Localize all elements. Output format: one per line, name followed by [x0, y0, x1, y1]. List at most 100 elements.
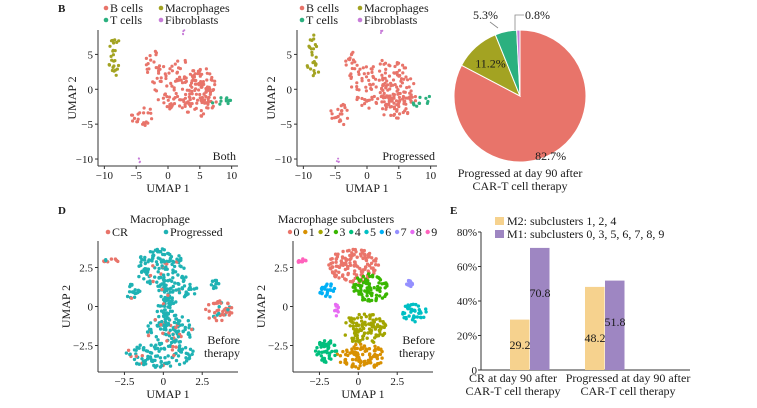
point-progressed: [155, 354, 160, 358]
point-progressed: [147, 258, 151, 262]
point-progressed: [177, 258, 181, 262]
point-b-cells: [364, 75, 369, 79]
point-b-cells: [380, 100, 384, 104]
point-b-cells: [397, 95, 401, 99]
pie-label-b-cells: 82.7%: [535, 149, 566, 163]
point-cr: [166, 293, 170, 297]
point-subcluster-3: [363, 289, 367, 293]
point-b-cells: [135, 120, 139, 124]
point-progressed: [151, 358, 156, 363]
x-tick-label: −5: [329, 170, 341, 182]
point-macrophages: [310, 38, 314, 43]
panel-letter-b: B: [58, 3, 66, 15]
point-b-cells: [186, 110, 190, 114]
point-macrophages: [112, 64, 116, 68]
point-b-cells: [174, 91, 178, 96]
point-progressed: [184, 293, 188, 298]
point-progressed: [157, 250, 161, 254]
point-fibroblasts: [183, 29, 186, 32]
y-tick-label: 2.5: [79, 263, 93, 275]
point-fibroblasts: [337, 160, 340, 163]
point-subcluster-4: [320, 358, 324, 362]
point-subcluster-2: [347, 316, 351, 320]
point-subcluster-4: [321, 341, 326, 346]
point-subcluster-0: [367, 251, 372, 256]
x-axis-title: UMAP 1: [146, 181, 189, 195]
panel-letter-d: D: [58, 205, 66, 217]
plot-annotation: Before: [402, 333, 435, 347]
point-progressed: [176, 354, 181, 358]
point-b-cells: [197, 83, 201, 87]
point-progressed: [156, 284, 160, 288]
y-tick-label: −10: [275, 154, 293, 166]
point-subcluster-1: [362, 344, 367, 348]
point-subcluster-3: [358, 279, 362, 283]
x-tick-label: 2.5: [390, 376, 404, 388]
point-b-cells: [387, 74, 392, 78]
point-progressed: [174, 317, 179, 321]
point-b-cells: [143, 123, 147, 127]
point-b-cells: [208, 72, 212, 76]
point-b-cells: [363, 102, 367, 106]
point-b-cells: [368, 82, 372, 86]
point-progressed: [181, 329, 185, 333]
point-b-cells: [393, 83, 397, 87]
point-subcluster-4: [326, 344, 330, 349]
legend-dot-subcluster-9: [425, 229, 430, 235]
point-subcluster-3: [376, 276, 381, 280]
point-cr: [170, 348, 175, 352]
point-progressed: [180, 286, 184, 290]
point-subcluster-3: [377, 281, 381, 285]
point-macrophages: [312, 33, 316, 37]
point-b-cells: [399, 77, 404, 81]
x-category-label: Progressed at day 90 after: [566, 371, 691, 385]
point-macrophages: [313, 71, 317, 75]
point-progressed: [168, 328, 172, 332]
point-b-cells: [360, 76, 364, 81]
point-b-cells: [329, 109, 333, 113]
point-subcluster-1: [358, 361, 363, 365]
point-b-cells: [138, 111, 142, 115]
bar-m1-1: [605, 280, 625, 370]
point-subcluster-1: [373, 349, 377, 353]
point-subcluster-0: [362, 252, 367, 256]
point-subcluster-4: [320, 350, 324, 354]
point-cr: [213, 311, 217, 315]
point-b-cells: [385, 79, 389, 83]
point-progressed: [164, 324, 168, 328]
point-progressed: [169, 340, 174, 345]
point-subcluster-9: [303, 258, 308, 262]
point-subcluster-0: [346, 272, 350, 277]
point-b-cells: [392, 93, 396, 97]
point-b-cells: [195, 101, 199, 105]
y-tick-label: 2.5: [274, 263, 288, 275]
point-b-cells: [142, 111, 146, 115]
point-subcluster-0: [370, 256, 374, 260]
point-subcluster-8: [336, 305, 340, 310]
point-b-cells: [409, 93, 413, 97]
point-subcluster-5: [407, 314, 411, 318]
point-progressed: [128, 284, 132, 289]
bar-data-label: 29.2: [510, 338, 531, 352]
x-tick-label: −10: [295, 170, 313, 182]
point-b-cells: [370, 97, 374, 101]
point-subcluster-8: [334, 303, 339, 307]
point-b-cells: [142, 121, 146, 125]
legend-dot-subcluster-2: [318, 229, 323, 235]
point-progressed: [159, 294, 163, 299]
point-b-cells: [344, 63, 348, 67]
point-subcluster-5: [419, 311, 423, 315]
point-subcluster-1: [379, 347, 383, 351]
point-b-cells: [381, 76, 385, 80]
point-progressed: [151, 256, 155, 261]
point-subcluster-0: [364, 258, 369, 263]
point-subcluster-1: [359, 342, 363, 346]
point-subcluster-2: [360, 319, 364, 323]
point-subcluster-6: [320, 291, 324, 296]
point-progressed: [170, 336, 174, 341]
point-subcluster-6: [325, 282, 329, 286]
point-b-cells: [397, 68, 401, 72]
point-subcluster-3: [366, 272, 371, 276]
point-b-cells: [205, 71, 209, 75]
x-axis-title: UMAP 1: [345, 181, 388, 195]
